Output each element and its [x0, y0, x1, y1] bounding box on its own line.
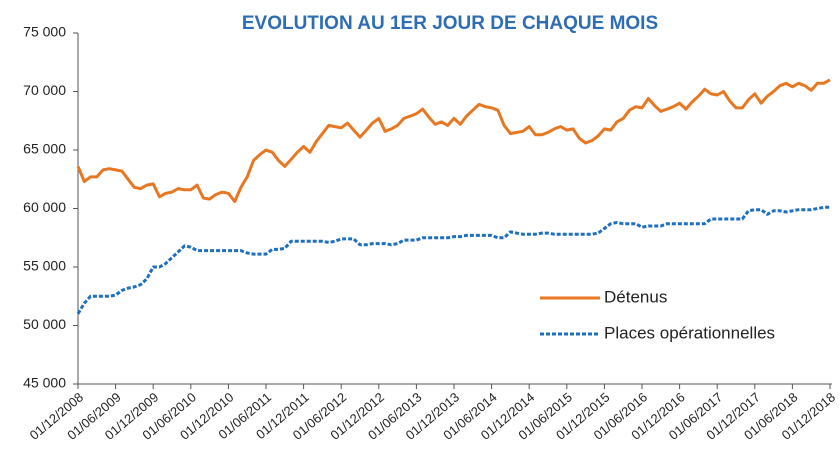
- y-tick-label: 55 000: [23, 258, 66, 274]
- y-tick-label: 45 000: [23, 375, 66, 391]
- y-tick-label: 50 000: [23, 316, 66, 332]
- chart-title: EVOLUTION AU 1ER JOUR DE CHAQUE MOIS: [242, 13, 658, 34]
- y-tick-label: 60 000: [23, 199, 66, 215]
- legend-label: Détenus: [604, 287, 667, 306]
- line: [76, 78, 831, 203]
- y-tick-label: 65 000: [23, 141, 66, 157]
- y-tick-label: 75 000: [23, 24, 66, 40]
- y-tick-label: 70 000: [23, 82, 66, 98]
- line: [76, 205, 830, 315]
- legend-label: Places opérationnelles: [604, 323, 775, 342]
